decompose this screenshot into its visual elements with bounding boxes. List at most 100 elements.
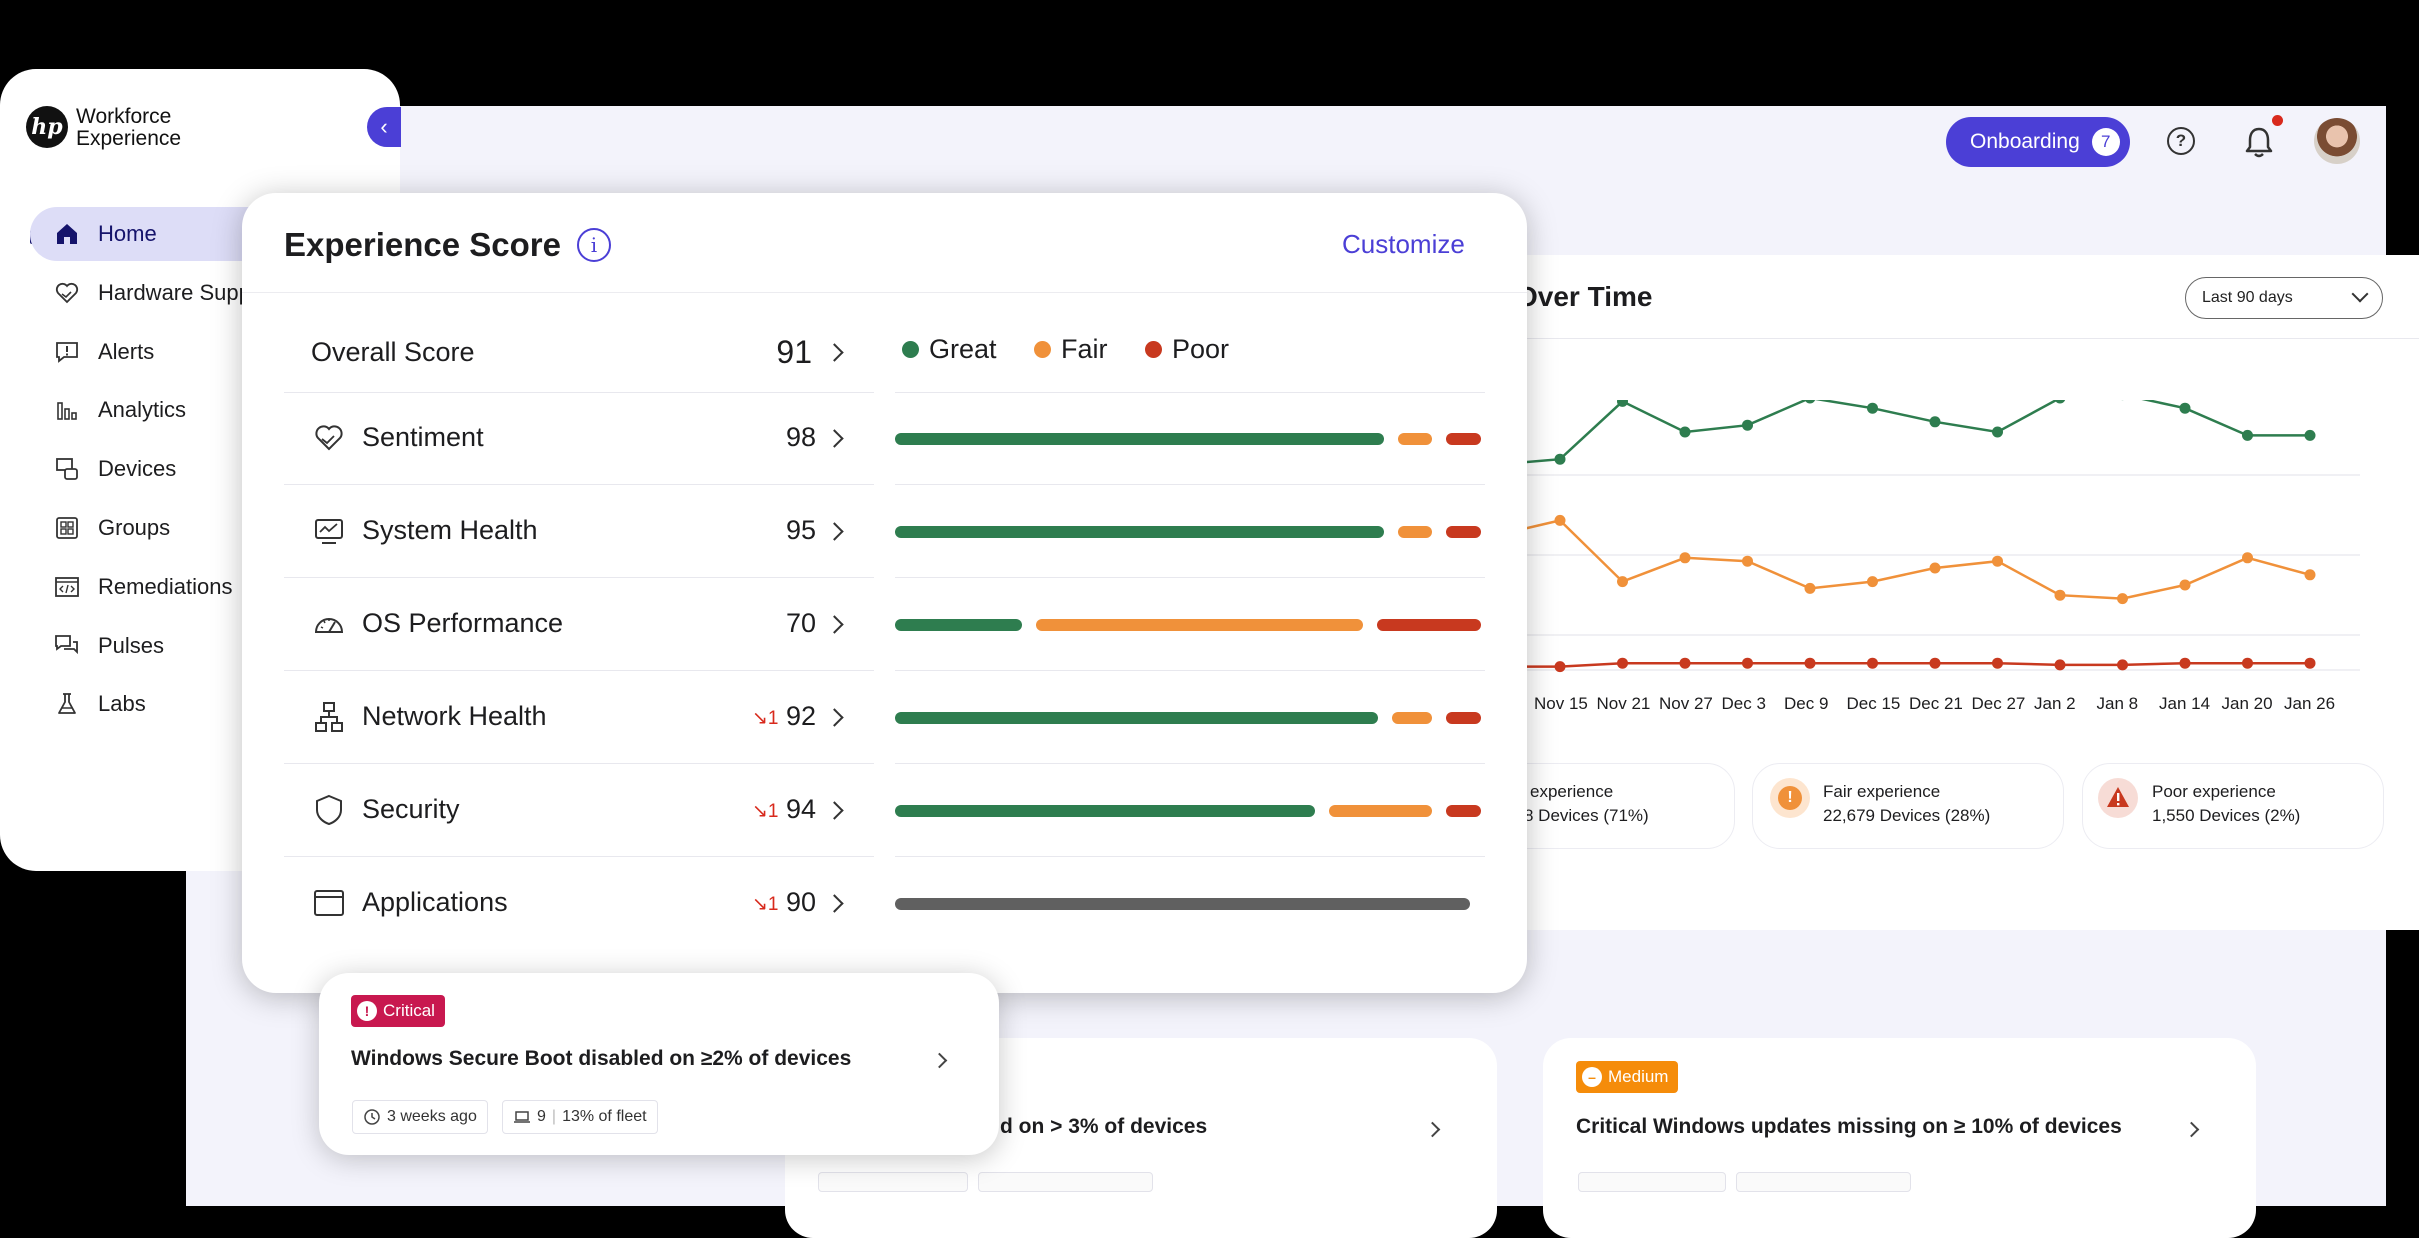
meta-chip: [1578, 1172, 1726, 1192]
divider: [895, 577, 1485, 578]
onboarding-button[interactable]: Onboarding 7: [1946, 117, 2130, 167]
flask-icon: [54, 691, 80, 717]
score-row-value[interactable]: 95: [736, 515, 816, 546]
collapse-sidebar-button[interactable]: ‹: [367, 107, 401, 147]
data-point: [1930, 416, 1941, 427]
divider: [284, 484, 874, 485]
score-row-value[interactable]: 94: [736, 794, 816, 825]
divider: [895, 856, 1485, 857]
gauge-icon: [312, 607, 346, 641]
score-bar-fair: [1329, 805, 1433, 817]
score-row-label: Sentiment: [362, 422, 484, 453]
alert-fleet: 13% of fleet: [562, 1108, 647, 1126]
poor-experience-label: Poor experience: [2152, 782, 2276, 802]
x-tick-label: Dec 27: [1972, 694, 2026, 714]
shield-icon: [312, 793, 346, 827]
score-row-label: Applications: [362, 887, 508, 918]
critical-badge: ! Critical: [351, 995, 445, 1027]
experience-score-title: Experience Score: [284, 226, 561, 264]
data-point: [2055, 400, 2066, 404]
customize-link[interactable]: Customize: [1342, 229, 1465, 260]
data-point: [2117, 659, 2128, 670]
data-point: [2180, 403, 2191, 414]
score-row-value[interactable]: 92: [736, 701, 816, 732]
data-point: [1555, 661, 1566, 672]
x-tick-label: Jan 20: [2222, 694, 2273, 714]
score-row-value[interactable]: 90: [736, 887, 816, 918]
data-point: [1867, 576, 1878, 587]
meta-chip: [1736, 1172, 1911, 1192]
data-point: [1867, 658, 1878, 669]
sidebar-item-label: Alerts: [98, 339, 154, 365]
data-point: [2055, 590, 2066, 601]
fair-experience-devices: 22,679 Devices (28%): [1823, 806, 1990, 826]
score-row-label: OS Performance: [362, 608, 563, 639]
score-row-value[interactable]: 98: [736, 422, 816, 453]
score-row-label: Security: [362, 794, 460, 825]
sidebar-item-label: Remediations: [98, 574, 233, 600]
data-point: [1930, 658, 1941, 669]
score-bar-fair: [1036, 619, 1364, 631]
clock-icon: [363, 1108, 381, 1126]
divider: [1480, 338, 2419, 339]
score-bar-poor: [1377, 619, 1481, 631]
info-icon[interactable]: i: [577, 228, 611, 262]
data-point: [1805, 583, 1816, 594]
grid-icon: [54, 515, 80, 541]
x-tick-label: Jan 8: [2097, 694, 2139, 714]
alert-devices: 9: [537, 1108, 546, 1126]
score-bar-poor: [1446, 526, 1481, 538]
sidebar-item-label: Home: [98, 221, 157, 247]
alert-time: 3 weeks ago: [387, 1108, 477, 1126]
score-bar-neutral: [895, 898, 1470, 910]
score-row-label: System Health: [362, 515, 538, 546]
divider: [284, 392, 874, 393]
data-point: [1992, 427, 2003, 438]
range-select[interactable]: Last 90 days: [2185, 277, 2383, 319]
score-bar-fair: [1398, 526, 1433, 538]
score-bar-great: [895, 433, 1384, 445]
experience-score-card: [242, 193, 1527, 993]
meta-chip: [818, 1172, 968, 1192]
onboarding-count-badge: 7: [2092, 128, 2120, 156]
divider: [284, 670, 874, 671]
chat-bubbles-icon: [54, 633, 80, 659]
notification-bell-icon[interactable]: [2243, 125, 2275, 159]
score-bar-fair: [1392, 712, 1432, 724]
score-row-label: Network Health: [362, 701, 547, 732]
app-window-icon: [312, 886, 346, 920]
data-point: [1742, 658, 1753, 669]
over-time-chart: [1500, 400, 2360, 690]
heart-hand-icon: [312, 421, 346, 455]
sidebar-item-label: Devices: [98, 456, 176, 482]
meta-chip: [978, 1172, 1153, 1192]
x-tick-label: Jan 2: [2034, 694, 2076, 714]
user-avatar[interactable]: [2314, 118, 2360, 164]
data-point: [1992, 556, 2003, 567]
overall-score-value[interactable]: 91: [732, 334, 812, 371]
alert-bubble-icon: [54, 339, 80, 365]
divider: [895, 392, 1485, 393]
chevron-down-icon: [2352, 286, 2369, 303]
critical-severity-icon: !: [357, 1001, 377, 1021]
score-bar-poor: [1446, 433, 1481, 445]
x-tick-label: Dec 15: [1847, 694, 1901, 714]
help-icon[interactable]: ?: [2167, 127, 2195, 155]
x-tick-label: Dec 9: [1784, 694, 1828, 714]
time-chip: 3 weeks ago: [352, 1100, 488, 1134]
data-point: [1680, 427, 1691, 438]
x-tick-label: Dec 21: [1909, 694, 1963, 714]
data-point: [2242, 430, 2253, 441]
data-point: [1680, 658, 1691, 669]
laptop-icon: [513, 1108, 531, 1126]
data-point: [1680, 552, 1691, 563]
data-point: [1617, 658, 1628, 669]
legend-great: Great: [902, 334, 997, 365]
great-experience-devices: 8 Devices (71%): [1524, 806, 1649, 826]
fair-warning-icon: !: [1770, 778, 1810, 818]
data-point: [2180, 658, 2191, 669]
sidebar-item-label: Labs: [98, 691, 146, 717]
score-row-value[interactable]: 70: [736, 608, 816, 639]
data-point: [1555, 454, 1566, 465]
monitor-pulse-icon: [312, 514, 346, 548]
